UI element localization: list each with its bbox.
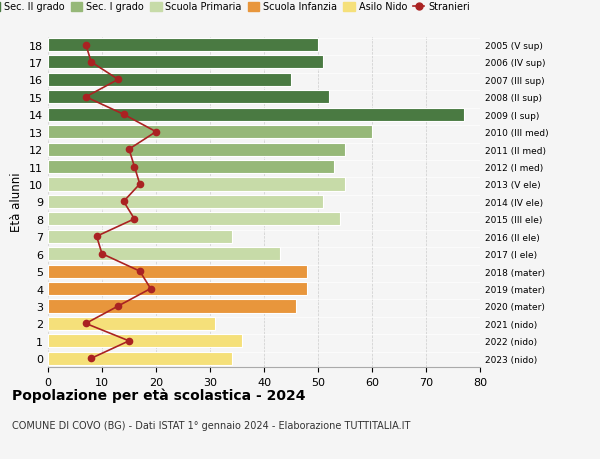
Text: COMUNE DI COVO (BG) - Dati ISTAT 1° gennaio 2024 - Elaborazione TUTTITALIA.IT: COMUNE DI COVO (BG) - Dati ISTAT 1° genn…	[12, 420, 410, 430]
Bar	[48, 178, 345, 191]
Bar	[48, 39, 318, 52]
Bar	[48, 126, 372, 139]
Bar	[48, 143, 345, 157]
Bar	[48, 335, 242, 347]
Legend: Sec. II grado, Sec. I grado, Scuola Primaria, Scuola Infanzia, Asilo Nido, Stran: Sec. II grado, Sec. I grado, Scuola Prim…	[0, 0, 474, 17]
Bar	[48, 352, 232, 365]
Bar	[48, 282, 307, 296]
Bar	[48, 300, 296, 313]
Y-axis label: Età alunni: Età alunni	[10, 172, 23, 232]
Bar	[48, 196, 323, 208]
Bar	[48, 161, 334, 174]
Bar	[48, 213, 340, 226]
Bar	[48, 230, 232, 243]
Text: Popolazione per età scolastica - 2024: Popolazione per età scolastica - 2024	[12, 388, 305, 403]
Bar	[48, 74, 291, 87]
Bar	[48, 91, 329, 104]
Bar	[48, 247, 280, 261]
Bar	[48, 108, 464, 122]
Bar	[48, 317, 215, 330]
Bar	[48, 265, 307, 278]
Bar	[48, 56, 323, 69]
